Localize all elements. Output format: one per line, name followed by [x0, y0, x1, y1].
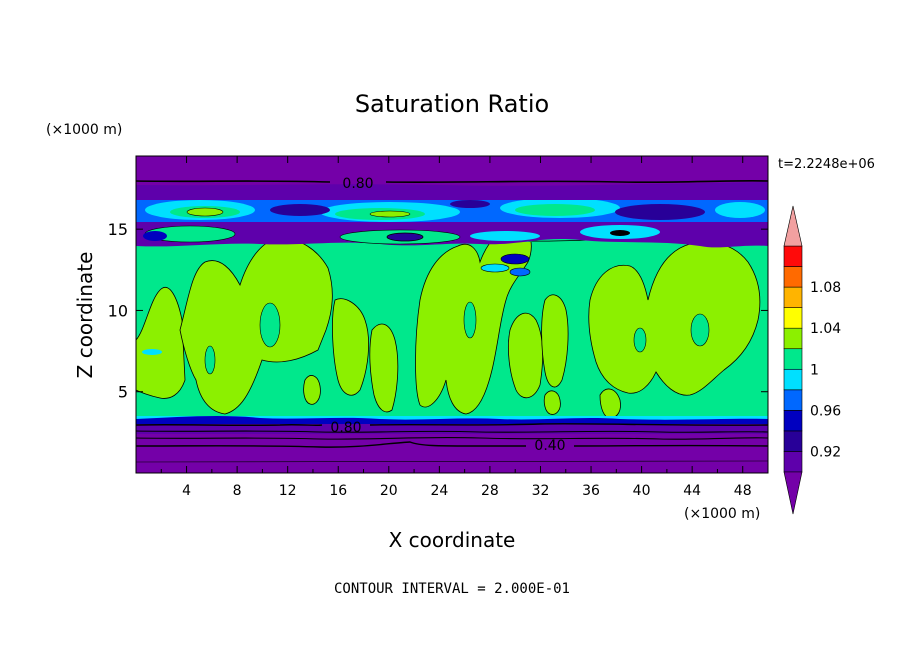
plume — [543, 390, 561, 415]
x-tick-label: 48 — [734, 483, 752, 499]
feature — [142, 349, 162, 355]
contour-lower-2 — [136, 436, 768, 440]
hole — [690, 313, 710, 347]
feature — [386, 232, 424, 242]
colorbar-swatch — [783, 451, 803, 473]
contour-080-top — [136, 179, 768, 184]
patch — [369, 210, 411, 218]
patch — [715, 202, 765, 218]
colorbar-swatch — [783, 430, 803, 452]
y-tick-label: 15 — [108, 220, 128, 239]
y-unit-label: (×1000 m) — [46, 122, 122, 138]
patch — [515, 204, 595, 216]
plume — [136, 287, 186, 399]
plume — [588, 241, 761, 396]
colorbar-under-arrow — [783, 471, 803, 515]
colorbar-tick-label: 1.04 — [810, 321, 841, 337]
contour-lower-1 — [136, 430, 768, 433]
x-axis: 4 8 12 16 20 24 28 32 36 40 44 48 — [160, 156, 752, 499]
colorbar-swatch — [783, 307, 803, 329]
wave-features-15km — [143, 225, 660, 245]
feature — [500, 253, 530, 265]
contour-label: 0.80 — [330, 420, 361, 436]
contour-080-bottom — [136, 423, 768, 426]
plume — [599, 388, 621, 419]
colorbar: 0.92 0.96 1 1.04 1.08 — [783, 205, 841, 515]
x-tick-label: 4 — [182, 483, 191, 499]
mid-level-features — [142, 253, 531, 355]
chart-title: Saturation Ratio — [355, 90, 549, 118]
x-tick-label: 28 — [481, 483, 499, 499]
colorbar-swatch — [783, 245, 803, 267]
plume — [179, 237, 333, 415]
upper-lime-patches — [186, 207, 411, 218]
x-tick-label: 36 — [582, 483, 600, 499]
feature — [610, 230, 630, 236]
contour-surface — [136, 460, 768, 463]
feature — [143, 231, 167, 241]
plume — [303, 375, 321, 405]
x-tick-label: 40 — [633, 483, 651, 499]
hole — [259, 302, 281, 348]
plume-holes — [204, 301, 710, 375]
contour-interval-label: CONTOUR INTERVAL = 2.000E-01 — [334, 581, 570, 597]
time-label: t=2.2248e+06 — [778, 157, 875, 172]
band-lower-dry-core — [136, 424, 768, 434]
x-tick-label: 20 — [380, 483, 398, 499]
colorbar-tick-label: 0.92 — [810, 444, 841, 460]
hole — [463, 301, 477, 339]
plume — [369, 323, 399, 413]
x-unit-label: (×1000 m) — [684, 506, 760, 522]
colorbar-swatch — [783, 410, 803, 432]
plot-frame — [135, 155, 769, 474]
colorbar-tick-label: 1.08 — [810, 280, 841, 296]
hole — [633, 327, 647, 353]
feature — [470, 231, 540, 241]
patch — [186, 207, 224, 217]
colorbar-over-arrow — [783, 205, 803, 247]
contour-field — [136, 156, 768, 473]
x-tick-label: 44 — [683, 483, 701, 499]
contour-040 — [136, 441, 768, 448]
plume — [332, 298, 369, 396]
y-axis-label: Z coordinate — [73, 252, 97, 379]
x-tick-label: 16 — [329, 483, 347, 499]
y-axis: 5 10 15 — [108, 220, 768, 402]
hole — [204, 345, 216, 375]
x-axis-label: X coordinate — [389, 528, 516, 552]
colorbar-tick-label: 0.96 — [810, 403, 841, 419]
colorbar-swatch — [783, 389, 803, 411]
plume — [508, 312, 544, 399]
contour-labels: 0.80 0.80 0.40 — [330, 176, 565, 454]
colorbar-swatch — [783, 266, 803, 288]
band-top-dry-lower — [136, 182, 768, 200]
contour-label: 0.40 — [534, 438, 565, 454]
patch — [450, 200, 490, 208]
contour-label: 0.80 — [342, 176, 373, 192]
patch — [270, 204, 330, 216]
colorbar-swatch — [783, 286, 803, 308]
feature — [480, 263, 510, 273]
x-tick-label: 12 — [279, 483, 297, 499]
patch — [615, 204, 705, 220]
colorbar-swatch — [783, 327, 803, 350]
feature — [509, 267, 531, 277]
y-tick-label: 10 — [108, 301, 128, 320]
colorbar-tick-label: 1 — [810, 362, 819, 378]
upper-dark-blue-patches — [270, 200, 705, 220]
y-tick-label: 5 — [118, 383, 128, 402]
x-tick-label: 24 — [430, 483, 448, 499]
colorbar-swatch — [783, 348, 803, 370]
colorbar-swatch — [783, 368, 803, 391]
x-tick-label: 32 — [532, 483, 550, 499]
x-tick-label: 8 — [233, 483, 242, 499]
plume — [541, 294, 569, 388]
